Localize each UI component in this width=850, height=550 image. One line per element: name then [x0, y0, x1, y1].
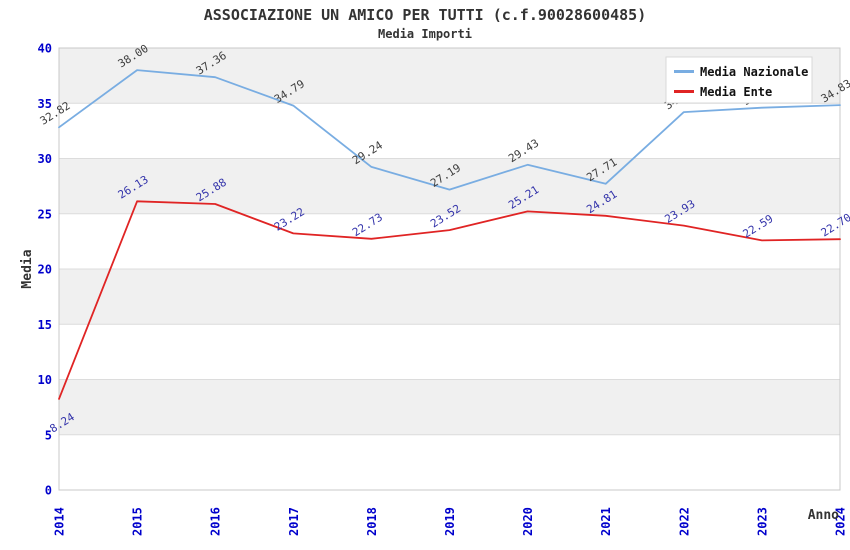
y-tick-label: 30 [38, 152, 52, 166]
plot-border [58, 47, 841, 491]
x-axis-title: Anno [808, 508, 839, 523]
plot-band [59, 269, 840, 325]
chart-subtitle: Media Importi [378, 27, 472, 41]
x-tick-label: 2016 [209, 507, 223, 536]
x-tick-label: 2019 [443, 507, 457, 536]
plot-band [59, 434, 840, 490]
y-tick-label: 20 [38, 263, 52, 277]
y-tick-label: 15 [38, 318, 52, 332]
x-tick-label: 2024 [834, 507, 848, 536]
series-line-media-ente [58, 200, 841, 400]
x-tick-label: 2020 [521, 507, 535, 536]
x-tick-label: 2023 [755, 507, 769, 536]
plot-band [59, 158, 840, 214]
legend-box [665, 56, 813, 104]
y-axis-title: Media [20, 249, 35, 288]
legend-label-media-nazionale: Media Nazionale [700, 65, 808, 79]
y-tick-label: 25 [38, 207, 52, 221]
y-tick-label: 5 [45, 428, 52, 442]
chart-title: ASSOCIAZIONE UN AMICO PER TUTTI (c.f.900… [203, 6, 647, 24]
x-tick-label: 2018 [365, 507, 379, 536]
plot-band [59, 213, 840, 269]
y-tick-label: 10 [38, 373, 52, 387]
x-tick-label: 2015 [131, 507, 145, 536]
plot-band [59, 324, 840, 380]
plot-band [59, 103, 840, 159]
legend-label-media-ente: Media Ente [700, 85, 772, 99]
y-tick-label: 35 [38, 97, 52, 111]
series-line-media-nazionale [58, 69, 841, 191]
x-tick-label: 2014 [53, 507, 67, 536]
y-tick-label: 0 [45, 484, 52, 498]
y-tick-label: 40 [38, 42, 52, 56]
x-tick-label: 2021 [599, 507, 613, 536]
plot-band [59, 379, 840, 435]
x-tick-label: 2022 [677, 507, 691, 536]
x-tick-label: 2017 [287, 507, 301, 536]
